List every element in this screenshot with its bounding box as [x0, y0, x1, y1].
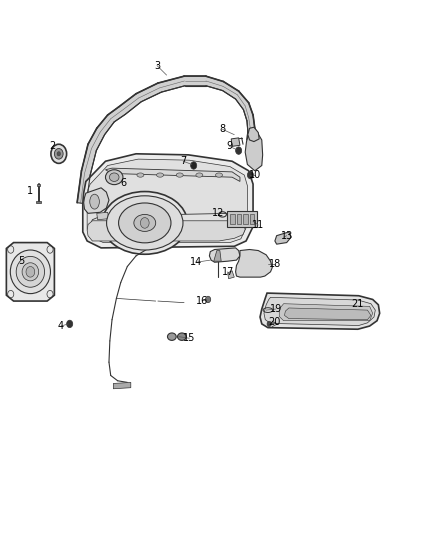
Text: 9: 9 [226, 141, 233, 151]
Ellipse shape [196, 173, 203, 177]
Text: 20: 20 [268, 317, 281, 327]
Polygon shape [106, 168, 240, 181]
Circle shape [57, 152, 60, 156]
Ellipse shape [134, 214, 155, 231]
Text: 15: 15 [183, 333, 195, 343]
Bar [230, 214, 235, 224]
Polygon shape [248, 127, 259, 142]
Polygon shape [275, 232, 291, 244]
Text: 7: 7 [180, 156, 186, 166]
Polygon shape [83, 154, 253, 248]
Polygon shape [231, 138, 240, 147]
Polygon shape [285, 308, 371, 320]
Text: 13: 13 [281, 231, 293, 241]
Polygon shape [87, 221, 245, 241]
Text: 18: 18 [269, 259, 281, 269]
Text: 1: 1 [27, 186, 33, 196]
Text: 2: 2 [49, 141, 55, 151]
Circle shape [267, 321, 272, 327]
Text: 12: 12 [212, 208, 224, 219]
Ellipse shape [177, 333, 186, 341]
Text: 16: 16 [196, 296, 208, 306]
Ellipse shape [167, 333, 176, 341]
Text: 19: 19 [270, 304, 282, 314]
Ellipse shape [106, 169, 123, 184]
Polygon shape [214, 251, 221, 261]
Bar [250, 214, 254, 224]
Polygon shape [227, 211, 257, 227]
Circle shape [236, 147, 242, 155]
Text: 11: 11 [252, 220, 265, 230]
Ellipse shape [106, 196, 183, 250]
Polygon shape [245, 128, 263, 171]
Polygon shape [264, 297, 375, 326]
Ellipse shape [90, 194, 99, 209]
Text: 3: 3 [154, 61, 160, 70]
Text: 4: 4 [58, 321, 64, 331]
Text: 10: 10 [249, 170, 261, 180]
Ellipse shape [22, 263, 39, 281]
Circle shape [26, 266, 35, 277]
Polygon shape [228, 271, 234, 279]
Ellipse shape [176, 173, 183, 177]
Polygon shape [209, 248, 240, 262]
Ellipse shape [119, 203, 171, 243]
Circle shape [141, 217, 149, 228]
Ellipse shape [110, 173, 119, 181]
Polygon shape [97, 212, 109, 220]
Polygon shape [113, 382, 131, 389]
Ellipse shape [102, 191, 187, 254]
Circle shape [67, 320, 73, 328]
Polygon shape [36, 200, 41, 203]
Polygon shape [236, 249, 272, 277]
Circle shape [191, 162, 197, 169]
Circle shape [54, 149, 63, 159]
Polygon shape [260, 293, 380, 329]
Circle shape [247, 171, 254, 179]
Text: 14: 14 [190, 257, 202, 267]
Ellipse shape [16, 256, 45, 287]
Polygon shape [90, 213, 240, 236]
Polygon shape [7, 243, 54, 301]
Text: 6: 6 [121, 177, 127, 188]
Ellipse shape [11, 250, 50, 294]
Bar [244, 214, 248, 224]
Polygon shape [279, 304, 373, 321]
Circle shape [51, 144, 67, 164]
Bar [237, 214, 241, 224]
Text: 8: 8 [219, 124, 226, 134]
Ellipse shape [215, 173, 223, 177]
Text: 5: 5 [18, 256, 25, 266]
Polygon shape [84, 188, 109, 213]
Polygon shape [77, 76, 255, 204]
Text: 17: 17 [222, 267, 234, 277]
Ellipse shape [137, 173, 144, 177]
Polygon shape [87, 159, 247, 243]
Ellipse shape [156, 173, 163, 177]
Polygon shape [37, 183, 40, 185]
Circle shape [205, 296, 211, 303]
Text: 21: 21 [352, 298, 364, 309]
